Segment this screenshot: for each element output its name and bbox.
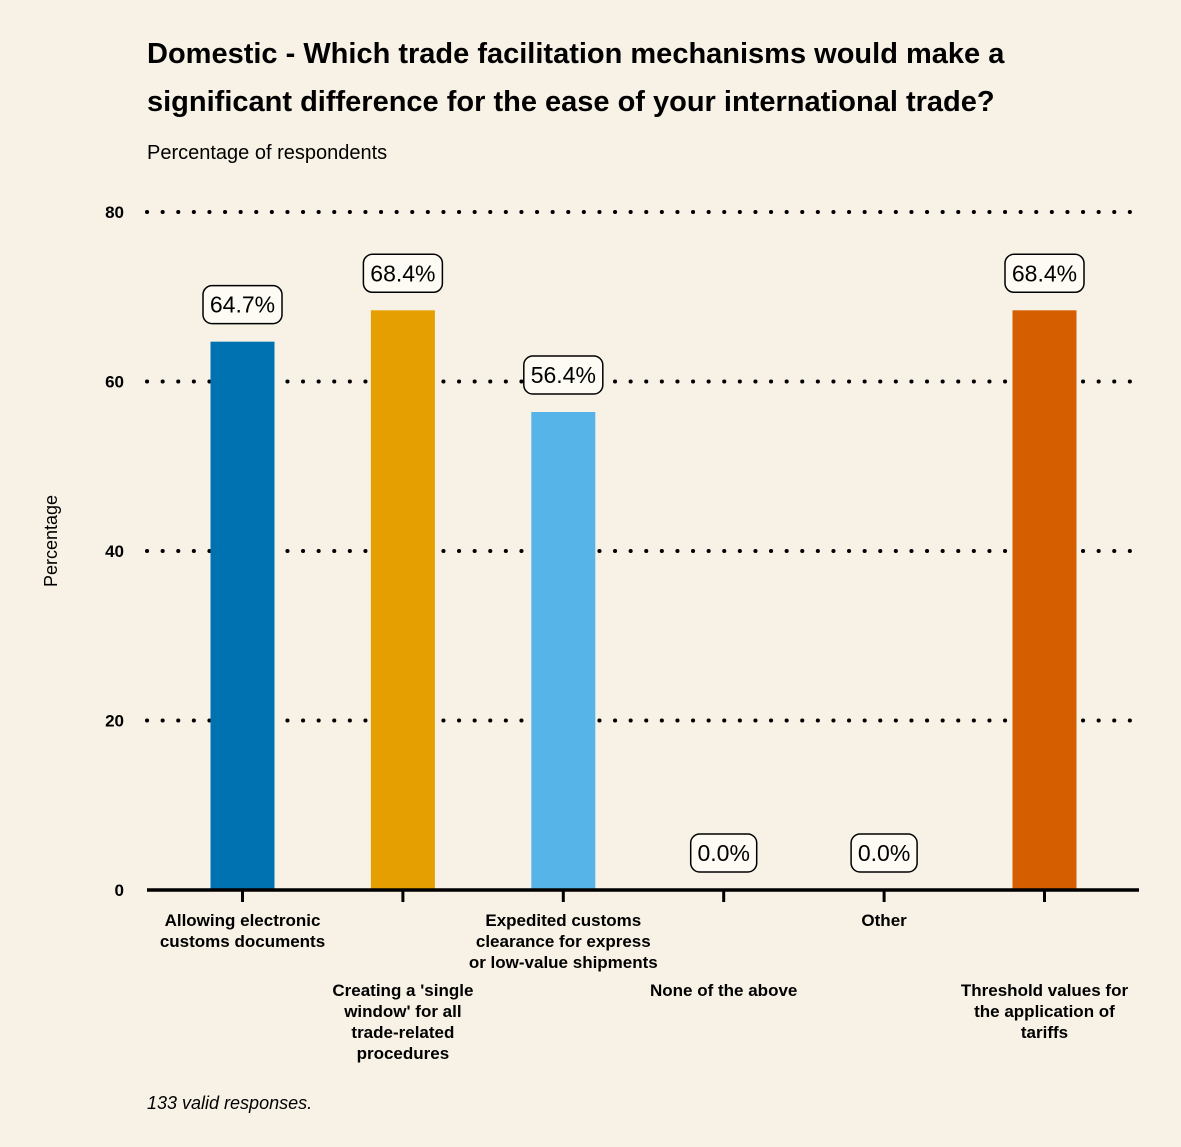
bar [210,341,275,891]
data-label-box [850,833,918,873]
bar [370,310,435,890]
x-tick-label: Allowing electronic customs documents [160,911,325,951]
data-label-box [202,284,283,325]
data-label-text: 0.0% [858,840,910,866]
data-labels: 64.7% 68.4% 56.4% 0.0% 0.0% 68.4% [202,253,1085,873]
chart-title-line: Domestic - Which trade facilitation mech… [147,38,1005,70]
data-label: 56.4% [523,355,604,395]
data-label-text: 56.4% [531,362,596,388]
bar [1012,310,1077,890]
chart-title: Domestic - Which trade facilitation mech… [147,38,1005,118]
x-tick-label: Creating a 'single window' for all trade-r… [332,981,473,1063]
data-label-box [523,355,604,395]
data-label: 64.7% [202,284,283,325]
x-tick-label: None of the above [650,981,797,1000]
data-label-box [1004,253,1085,294]
data-label: 0.0% [689,833,758,873]
y-tick-label: 40 [105,542,124,561]
chart-title-line: significant difference for the ease of y… [147,86,995,118]
data-label: 68.4% [362,253,444,294]
data-label-box [689,833,758,873]
y-axis-ticks: 0 20 40 60 80 [105,203,124,900]
x-tick-label: Expedited customs clearance for express or… [469,911,658,972]
y-tick-label: 80 [105,203,124,222]
data-label-text: 64.7% [210,292,275,318]
data-label-text: 68.4% [370,260,435,286]
x-tick-label: Other [861,911,907,930]
grid-lines [145,210,1141,723]
data-label-text: 0.0% [697,840,749,866]
chart-subtitle: Percentage of respondents [147,142,387,164]
bars [210,310,1077,891]
data-label-box [362,253,444,294]
data-label: 68.4% [1004,253,1085,294]
y-tick-label: 0 [115,881,124,900]
bar [531,412,596,890]
x-tick-label: Threshold values for the application of ta… [961,981,1129,1042]
data-label-text: 68.4% [1012,260,1077,286]
y-axis-title: Percentage [41,495,61,587]
caption: 133 valid responses. [147,1093,312,1113]
x-axis-ticks [241,890,1046,902]
x-axis-labels: Allowing electronic customs documentsCrea… [160,911,1129,1063]
data-label: 0.0% [850,833,918,873]
y-tick-label: 60 [105,373,124,392]
y-tick-label: 20 [105,712,124,731]
